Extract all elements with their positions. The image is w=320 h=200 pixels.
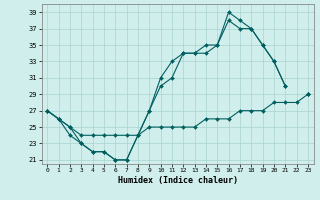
X-axis label: Humidex (Indice chaleur): Humidex (Indice chaleur) bbox=[118, 176, 237, 185]
